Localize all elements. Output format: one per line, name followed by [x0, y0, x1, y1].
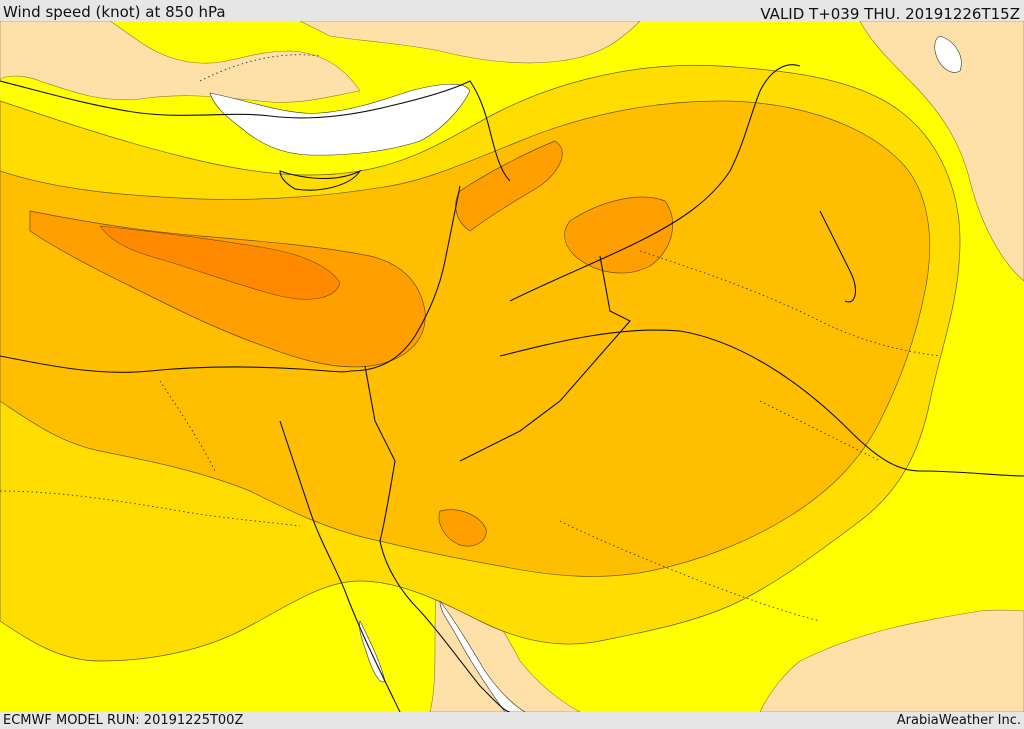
boundary-dotted-3 [559, 520, 821, 622]
border-saudi-north [499, 329, 1024, 477]
boundary-dotted-6 [759, 400, 881, 462]
map-title: Wind speed (knot) at 850 hPa [3, 3, 226, 21]
internal-boundaries [0, 54, 941, 622]
wind-speed-map [0, 21, 1024, 712]
boundary-dotted-5 [199, 54, 321, 82]
coast-levant [349, 185, 461, 372]
wind-band-orange [29, 210, 426, 368]
boundary-dotted-4 [159, 380, 216, 472]
wind-band-orange-e [564, 196, 673, 274]
credit-label: ArabiaWeather Inc. [896, 713, 1021, 728]
coast-sinai-west [279, 420, 401, 712]
border-jordan [459, 255, 631, 462]
coast-sinai-east [379, 460, 511, 712]
coast-egypt [0, 355, 351, 373]
map-frame [0, 21, 1024, 712]
wind-band-orange-levant [455, 140, 563, 232]
coast-cyprus [279, 169, 362, 191]
boundary-dotted-2 [639, 250, 941, 357]
wind-band-deep-core [99, 225, 341, 300]
wind-band-calm-redsea [439, 600, 526, 712]
wind-band-light-ne [859, 21, 1024, 282]
wind-band-light-se2 [759, 609, 1024, 712]
wind-band-orange-s [438, 509, 487, 547]
border-egypt-libya [364, 365, 396, 462]
wind-band-light-n [299, 21, 641, 64]
wind-band-light-nw [0, 21, 361, 103]
boundary-dotted-1 [0, 490, 301, 527]
coast-gulf-north [819, 210, 856, 303]
coast-anatolia [0, 80, 511, 182]
footer-bar: ECMWF MODEL RUN: 20191225T00Z ArabiaWeat… [0, 712, 1024, 729]
valid-time: VALID T+039 THU. 20191226T15Z [760, 5, 1020, 23]
model-run-label: ECMWF MODEL RUN: 20191225T00Z [3, 713, 244, 728]
header-bar: Wind speed (knot) at 850 hPa VALID T+039… [0, 0, 1024, 23]
wind-band-amber [0, 100, 930, 577]
border-iraq [509, 64, 801, 302]
wind-band-calm-corner [934, 35, 962, 73]
coastlines [0, 64, 1024, 712]
